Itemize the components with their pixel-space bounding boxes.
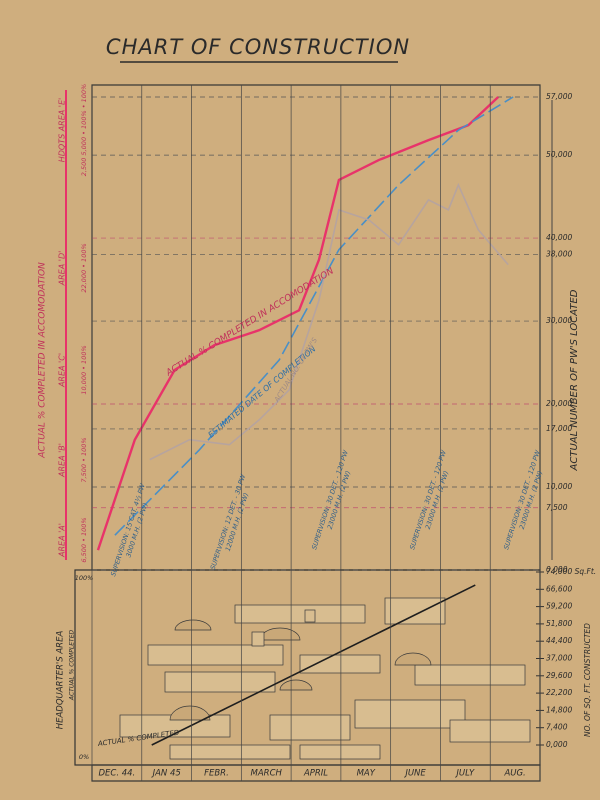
x-tick-label: APRIL <box>303 769 328 779</box>
left-tick-label: 100% <box>75 574 94 582</box>
y-tick-label: 37,000 <box>546 654 572 663</box>
left-axis-label: ACTUAL % COMPLETED IN ACCOMODATION <box>38 262 48 459</box>
area-label: AREA 'A' <box>58 523 67 558</box>
left-tick-label: 0% <box>79 753 89 761</box>
chart-title: CHART OF CONSTRUCTION <box>106 35 410 59</box>
y-tick-label: 29,600 <box>546 671 572 680</box>
y-tick-label: 0,000 <box>546 565 568 574</box>
area-label: HDQTS AREA 'E' <box>58 98 67 163</box>
building <box>384 597 446 625</box>
y-tick-label: 14,800 <box>546 705 572 714</box>
y-tick-label: 10,000 <box>546 482 572 491</box>
y-tick-label: 20,000 <box>546 399 572 408</box>
y-tick-label: 38,000 <box>546 250 572 259</box>
y-tick-label: 7,400 <box>546 723 568 732</box>
building <box>164 671 276 693</box>
right-axis-label: NO. OF SQ. FT. CONSTRUCTED <box>583 623 592 737</box>
building <box>169 744 291 760</box>
y-tick-label: 30,000 <box>546 316 572 325</box>
tower <box>304 609 316 623</box>
left-axis-label: HEADQUARTER'S AREA <box>56 631 66 730</box>
quonset-roofs <box>169 619 432 721</box>
area-value: 2,500 5,000 • 100% • 100% <box>80 84 88 176</box>
x-tick-label: JULY <box>454 769 475 779</box>
building <box>299 654 381 674</box>
area-value: 6,500 • 100% <box>80 517 88 562</box>
area-label: AREA 'B' <box>58 443 67 478</box>
y-tick-label: 50,000 <box>546 150 572 159</box>
series-line <box>151 584 476 746</box>
y-tick-label: 74,000 Sq.Ft. <box>546 567 596 576</box>
area-label: AREA 'C' <box>58 353 67 388</box>
y-tick-label: 7,500 <box>546 503 568 512</box>
x-tick-label: MARCH <box>251 769 283 779</box>
x-tick-label: DEC. 44. <box>98 769 135 779</box>
y-tick-label: 57,000 <box>546 92 572 101</box>
x-tick-label: FEBR. <box>204 769 229 779</box>
y-tick-label: 0,000 <box>546 740 568 749</box>
building <box>234 604 366 624</box>
y-tick-label: 40,000 <box>546 233 572 242</box>
x-tick-label: AUG. <box>503 769 525 779</box>
series-line <box>114 96 514 536</box>
area-value: 22,000 • 100% <box>80 243 88 292</box>
building <box>414 664 526 686</box>
area-value: 10,000 • 100% <box>80 345 88 394</box>
y-tick-label: 51,800 <box>546 619 572 628</box>
series-line <box>96 96 500 551</box>
y-tick-label: 59,200 <box>546 602 572 611</box>
building <box>269 714 351 741</box>
y-tick-label: 66,600 <box>546 584 572 593</box>
left-axis-sublabel: ACTUAL % COMPLETED <box>69 630 76 702</box>
y-tick-label: 22,200 <box>546 688 572 697</box>
tower <box>251 631 265 647</box>
x-tick-label: JAN 45 <box>151 769 181 779</box>
building <box>299 744 381 760</box>
building <box>147 644 284 666</box>
x-tick-label: MAY <box>357 769 376 779</box>
right-axis-label: ACTUAL NUMBER OF PW'S LOCATED <box>569 289 580 471</box>
x-tick-label: JUNE <box>403 769 426 779</box>
y-tick-label: 44,400 <box>546 636 572 645</box>
area-value: 7,500 • 100% <box>80 437 88 482</box>
series-line <box>149 182 509 461</box>
building <box>354 699 466 729</box>
y-tick-label: 17,000 <box>546 424 572 433</box>
buildings <box>119 597 531 760</box>
area-label: AREA 'D' <box>58 251 67 287</box>
